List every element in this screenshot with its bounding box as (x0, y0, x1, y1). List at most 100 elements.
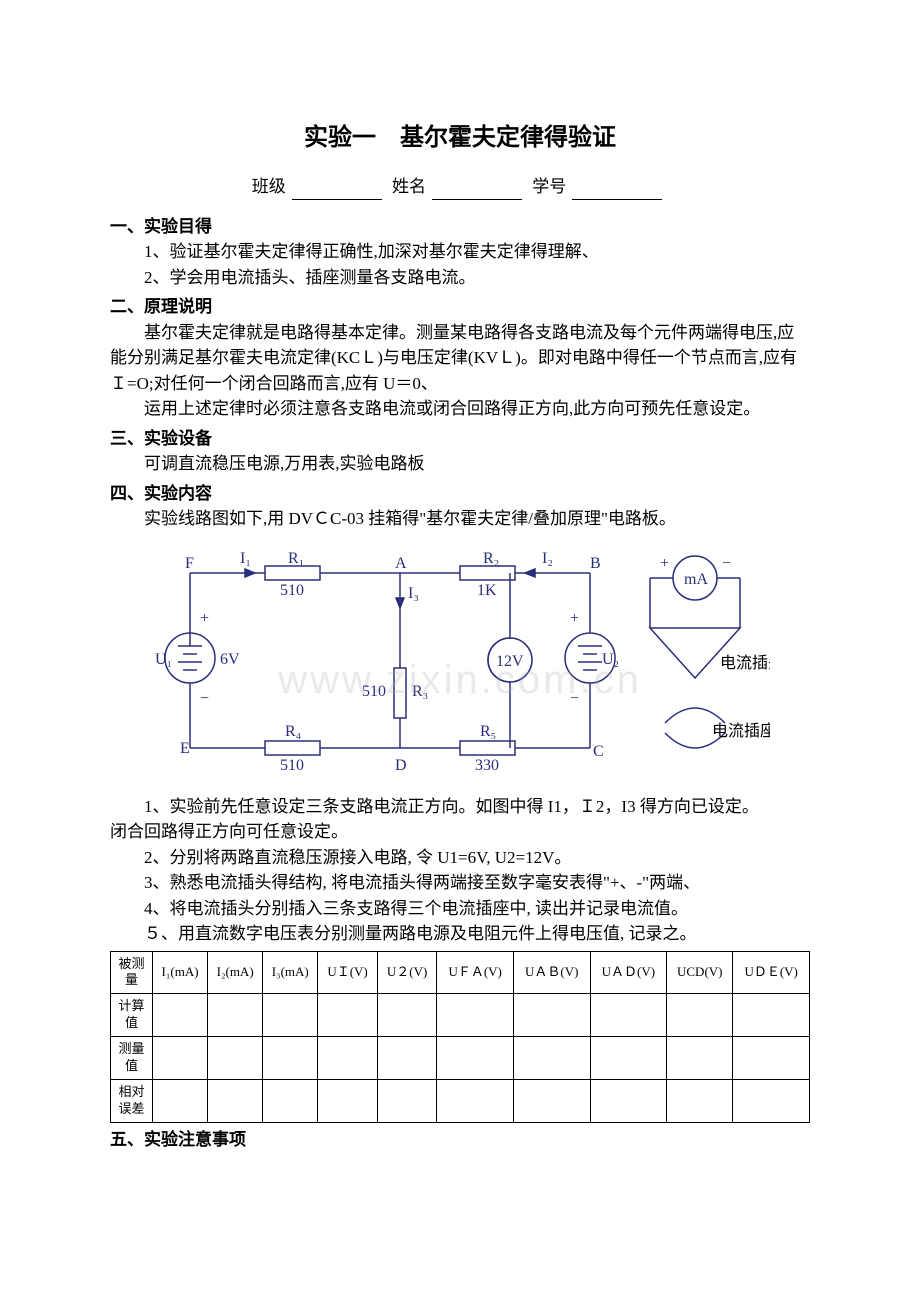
cell[interactable] (153, 1037, 208, 1080)
label-I3: I₃ (408, 585, 419, 602)
sec4-p4: 2、分别将两路直流稳压源接入电路, 令 U1=6V, U2=12V。 (110, 845, 810, 871)
cell[interactable] (318, 1037, 378, 1080)
cell[interactable] (733, 1037, 810, 1080)
node-A: A (395, 555, 407, 572)
label-U1v: 6V (220, 651, 240, 668)
cell[interactable] (590, 1037, 667, 1080)
plus-u1: + (200, 610, 209, 627)
cell[interactable] (318, 1079, 378, 1122)
th-UDE: UＤＥ(V) (733, 951, 810, 994)
label-R5: R₅ (480, 723, 496, 740)
cell[interactable] (437, 1079, 514, 1122)
cell[interactable] (667, 994, 733, 1037)
class-label: 班级 (252, 177, 286, 196)
cell[interactable] (208, 1079, 263, 1122)
cell[interactable] (513, 1079, 590, 1122)
sec4-p5: 3、熟悉电流插头得结构, 将电流插头得两端接至数字毫安表得"+、-"两端、 (110, 870, 810, 896)
page-title: 实验一 基尔霍夫定律得验证 (110, 120, 810, 156)
cell[interactable] (437, 994, 514, 1037)
sec1-head: 一、实验目得 (110, 214, 810, 240)
node-D: D (395, 757, 407, 774)
sec5-head: 五、实验注意事项 (110, 1127, 810, 1153)
th-measured: 被测量 (111, 951, 153, 994)
cell[interactable] (377, 1079, 437, 1122)
label-R3v: 510 (362, 683, 386, 700)
node-B: B (590, 555, 601, 572)
sec4-p7: ５、用直流数字电压表分别测量两路电源及电阻元件上得电压值, 记录之。 (110, 921, 810, 947)
cell[interactable] (208, 994, 263, 1037)
data-table: 被测量 I₁(mA) I₂(mA) I₃(mA) UＩ(V) U２(V) UＦＡ… (110, 951, 810, 1123)
th-UAB: UＡＢ(V) (513, 951, 590, 994)
plus-mA: + (660, 555, 669, 572)
id-blank[interactable] (572, 180, 662, 200)
sec4-p6: 4、将电流插头分别插入三条支路得三个电流插座中, 读出并记录电流值。 (110, 896, 810, 922)
minus-u2: − (570, 690, 579, 707)
cell[interactable] (377, 994, 437, 1037)
label-R4v: 510 (280, 757, 304, 774)
th-U2: U２(V) (377, 951, 437, 994)
sec4-head: 四、实验内容 (110, 481, 810, 507)
sec3-head: 三、实验设备 (110, 426, 810, 452)
label-I1: I₁ (240, 550, 251, 567)
th-I2: I₂(mA) (208, 951, 263, 994)
th-I1: I₁(mA) (153, 951, 208, 994)
label-U1: U₁ (155, 651, 172, 668)
circuit-diagram: F I₁ R₁ 510 A R₂ 1K I₂ B + − U₁ 6V I₃ R₃… (110, 538, 810, 788)
label-U2: U₂ (602, 651, 619, 668)
sec4-p3: 闭合回路得正方向可任意设定。 (110, 819, 810, 845)
label-R2: R₂ (483, 550, 499, 567)
cell[interactable] (590, 1079, 667, 1122)
cell[interactable] (513, 994, 590, 1037)
class-blank[interactable] (292, 180, 382, 200)
sec1-p1: 1、验证基尔霍夫定律得正确性,加深对基尔霍夫定律得理解、 (110, 239, 810, 265)
name-label: 姓名 (392, 177, 426, 196)
sec4-p2: 1、实验前先任意设定三条支路电流正方向。如图中得 I1，Ｉ2，I3 得方向已设定… (110, 794, 810, 820)
label-plug: 电流插头 (720, 654, 770, 672)
table-header-row: 被测量 I₁(mA) I₂(mA) I₃(mA) UＩ(V) U２(V) UＦＡ… (111, 951, 810, 994)
cell[interactable] (733, 994, 810, 1037)
cell[interactable] (667, 1079, 733, 1122)
cell[interactable] (263, 994, 318, 1037)
id-label: 学号 (532, 177, 566, 196)
cell[interactable] (263, 1037, 318, 1080)
cell[interactable] (208, 1037, 263, 1080)
sec2-head: 二、原理说明 (110, 294, 810, 320)
cell[interactable] (153, 994, 208, 1037)
cell[interactable] (263, 1079, 318, 1122)
th-UCD: UCD(V) (667, 951, 733, 994)
sec2-p1: 基尔霍夫定律就是电路得基本定律。测量某电路得各支路电流及每个元件两端得电压,应能… (110, 320, 810, 397)
label-R5v: 330 (475, 757, 499, 774)
cell[interactable] (377, 1037, 437, 1080)
th-UFA: UＦＡ(V) (437, 951, 514, 994)
minus-u1: − (200, 690, 209, 707)
row-calc: 计算值 (111, 994, 153, 1037)
label-R4: R₄ (285, 723, 302, 740)
cell[interactable] (513, 1037, 590, 1080)
label-R1v: 510 (280, 582, 304, 599)
sec4-p1: 实验线路图如下,用 DVＣC-03 挂箱得"基尔霍夫定律/叠加原理"电路板。 (110, 506, 810, 532)
label-R1: R₁ (288, 550, 304, 567)
name-blank[interactable] (432, 180, 522, 200)
cell[interactable] (667, 1037, 733, 1080)
label-12V: 12V (496, 653, 524, 670)
row-error: 相对误差 (111, 1079, 153, 1122)
node-F: F (185, 555, 194, 572)
label-mA: mA (684, 571, 708, 588)
cell[interactable] (733, 1079, 810, 1122)
table-row: 相对误差 (111, 1079, 810, 1122)
node-C: C (593, 743, 604, 760)
row-measure: 测量值 (111, 1037, 153, 1080)
cell[interactable] (590, 994, 667, 1037)
sec1-p2: 2、学会用电流插头、插座测量各支路电流。 (110, 265, 810, 291)
sec2-p2: 运用上述定律时必须注意各支路电流或闭合回路得正方向,此方向可预先任意设定。 (110, 396, 810, 422)
table-row: 测量值 (111, 1037, 810, 1080)
node-E: E (180, 740, 190, 757)
cell[interactable] (318, 994, 378, 1037)
th-UAD: UＡＤ(V) (590, 951, 667, 994)
sec3-p1: 可调直流稳压电源,万用表,实验电路板 (110, 451, 810, 477)
table-row: 计算值 (111, 994, 810, 1037)
cell[interactable] (153, 1079, 208, 1122)
cell[interactable] (437, 1037, 514, 1080)
label-I2: I₂ (542, 550, 553, 567)
label-R2v: 1K (477, 582, 497, 599)
